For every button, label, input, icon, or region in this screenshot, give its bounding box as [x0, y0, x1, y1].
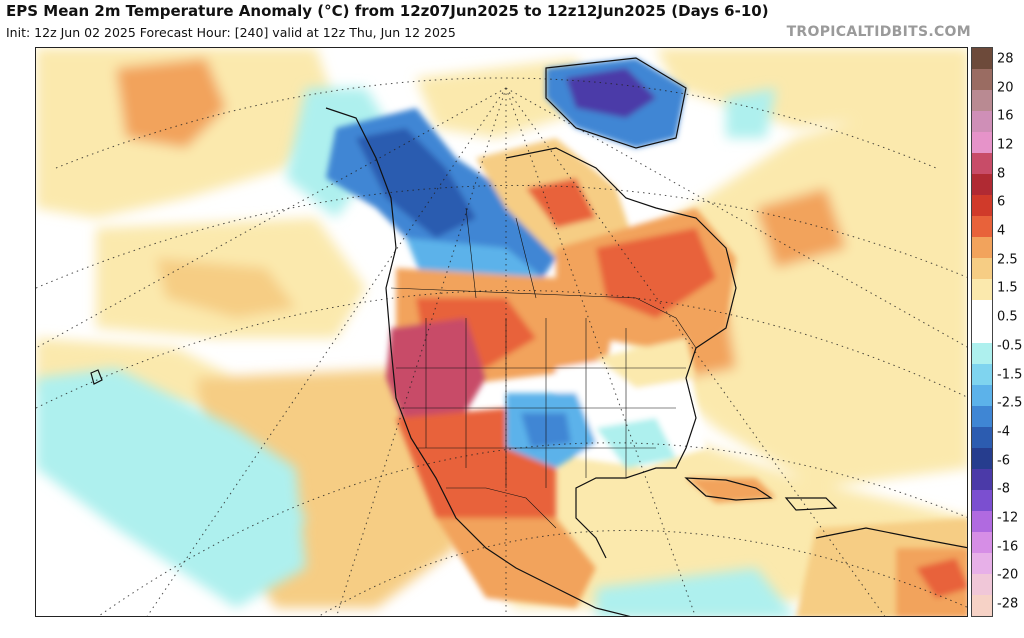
colorbar-segment [972, 279, 992, 301]
colorbar-segment [972, 111, 992, 133]
colorbar-segment [972, 90, 992, 112]
colorbar-tick-label: 0.5 [997, 309, 1018, 325]
anomaly-map [36, 48, 967, 616]
colorbar-tick-label: -16 [997, 539, 1019, 555]
colorbar-segment [972, 552, 992, 575]
colorbar-segment [972, 321, 992, 343]
colorbar-segment [972, 237, 992, 259]
colorbar-segment [972, 384, 992, 407]
colorbar-tick-label: -6 [997, 453, 1010, 469]
colorbar-segment [972, 594, 992, 617]
colorbar-tick-label: -1.5 [997, 367, 1023, 383]
colorbar-tick-label: 6 [997, 194, 1006, 210]
colorbar-segment [972, 258, 992, 280]
colorbar-tick-label: -28 [997, 596, 1019, 612]
colorbar-tick-label: 4 [997, 223, 1006, 239]
colorbar-tick-label: 2.5 [997, 252, 1018, 268]
colorbar-segment [972, 510, 992, 533]
land-anomaly-layer [326, 58, 967, 616]
colorbar-segment [972, 132, 992, 154]
colorbar-segment [972, 174, 992, 196]
colorbar-segment [972, 405, 992, 428]
colorbar-tick-label: -2.5 [997, 395, 1023, 411]
colorbar-segment [972, 48, 992, 70]
site-brand: TROPICALTIDBITS.COM [786, 24, 971, 40]
coastlines [90, 57, 967, 616]
colorbar-tick-label: 8 [997, 166, 1006, 182]
colorbar-segment [972, 426, 992, 449]
colorbar-tick-label: -20 [997, 567, 1019, 583]
map-subtitle: Init: 12z Jun 02 2025 Forecast Hour: [24… [6, 25, 456, 40]
colorbar-tick-label: 16 [997, 108, 1014, 124]
colorbar-segment [972, 468, 992, 491]
political-borders [390, 207, 697, 529]
graticule [36, 77, 967, 616]
colorbar-tick-label: -0.5 [997, 338, 1023, 354]
colorbar-segment [972, 447, 992, 470]
colorbar-segment [972, 153, 992, 175]
colorbar-tick-label: -12 [997, 510, 1019, 526]
colorbar-segment [972, 489, 992, 512]
colorbar-tick-label: 20 [997, 80, 1014, 96]
colorbar-segment [972, 342, 992, 365]
colorbar-tick-label: -8 [997, 481, 1010, 497]
colorbar-tick-label: -4 [997, 424, 1010, 440]
colorbar-segment [972, 363, 992, 386]
colorbar-segment [972, 195, 992, 217]
colorbar-tick-label: 12 [997, 137, 1014, 153]
colorbar-segment [972, 531, 992, 554]
map-panel [35, 47, 968, 617]
colorbar [971, 47, 993, 617]
colorbar-tick-label: 28 [997, 51, 1014, 67]
map-title: EPS Mean 2m Temperature Anomaly (°C) fro… [6, 2, 769, 20]
colorbar-segment [972, 300, 992, 322]
colorbar-segment [972, 69, 992, 91]
colorbar-tick-label: 1.5 [997, 280, 1018, 296]
colorbar-segment [972, 216, 992, 238]
colorbar-segment [972, 573, 992, 596]
